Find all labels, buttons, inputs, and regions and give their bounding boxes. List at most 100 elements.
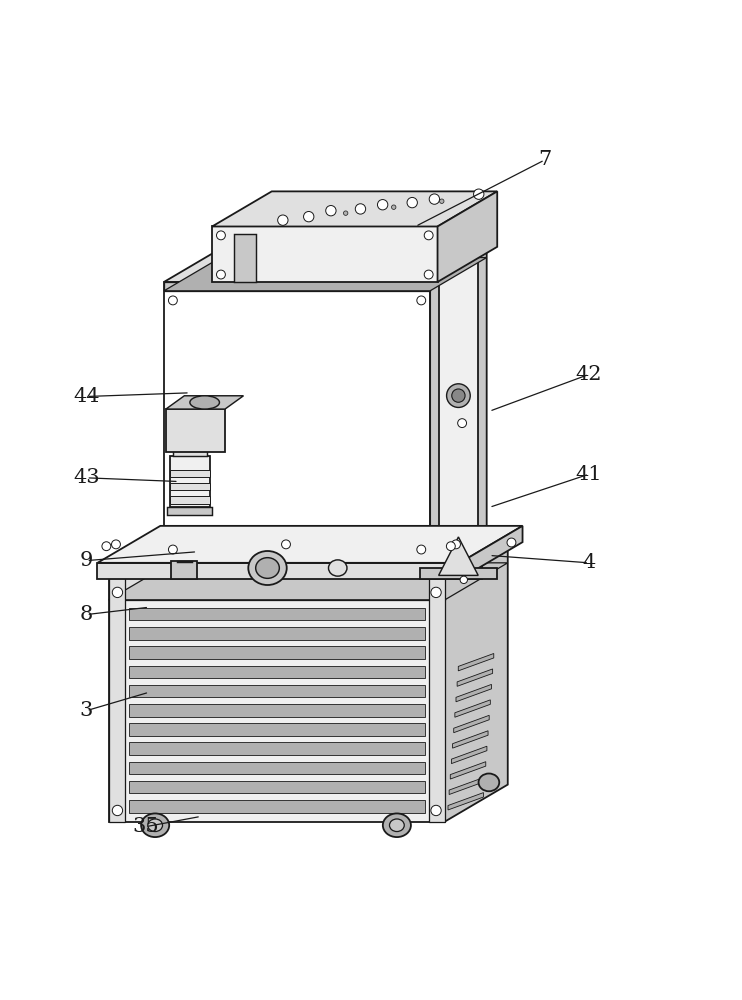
Polygon shape (108, 541, 508, 578)
Circle shape (458, 419, 467, 428)
Polygon shape (448, 793, 484, 810)
Ellipse shape (190, 396, 220, 409)
Polygon shape (455, 700, 490, 717)
Text: 43: 43 (73, 468, 99, 487)
Text: 4: 4 (582, 553, 596, 572)
Circle shape (217, 270, 226, 279)
Polygon shape (128, 704, 425, 717)
Polygon shape (128, 723, 425, 736)
Circle shape (168, 296, 177, 305)
Circle shape (424, 270, 433, 279)
Polygon shape (128, 627, 425, 640)
Polygon shape (445, 541, 508, 822)
Polygon shape (212, 226, 438, 282)
Ellipse shape (329, 560, 347, 576)
Ellipse shape (249, 551, 286, 585)
Polygon shape (429, 578, 445, 822)
Polygon shape (456, 684, 491, 702)
Circle shape (431, 587, 441, 598)
Text: 7: 7 (538, 150, 551, 169)
Ellipse shape (390, 819, 404, 832)
Circle shape (507, 538, 516, 547)
Polygon shape (453, 731, 488, 748)
Polygon shape (164, 249, 487, 282)
Ellipse shape (141, 813, 169, 837)
Text: 8: 8 (80, 605, 93, 624)
Polygon shape (212, 191, 497, 226)
Circle shape (447, 384, 470, 407)
Polygon shape (234, 234, 257, 282)
Polygon shape (128, 646, 425, 659)
Circle shape (417, 296, 426, 305)
Circle shape (102, 542, 111, 551)
Polygon shape (430, 249, 487, 564)
Polygon shape (128, 800, 425, 813)
Circle shape (281, 540, 290, 549)
Polygon shape (97, 563, 460, 579)
Text: 35: 35 (132, 817, 159, 836)
Polygon shape (435, 530, 482, 579)
Polygon shape (128, 781, 425, 793)
Circle shape (112, 587, 122, 598)
Circle shape (344, 211, 348, 215)
Polygon shape (171, 561, 197, 579)
Circle shape (378, 200, 388, 210)
Circle shape (355, 204, 366, 214)
Circle shape (278, 215, 288, 225)
Text: 9: 9 (79, 551, 93, 570)
Polygon shape (170, 456, 210, 507)
Circle shape (407, 197, 418, 208)
Polygon shape (164, 258, 487, 291)
Polygon shape (128, 666, 425, 678)
Polygon shape (457, 669, 493, 686)
Polygon shape (438, 191, 497, 282)
Polygon shape (108, 541, 508, 578)
Circle shape (447, 542, 456, 551)
Polygon shape (128, 608, 425, 620)
Polygon shape (449, 777, 485, 795)
Polygon shape (128, 685, 425, 697)
Polygon shape (166, 396, 243, 409)
Circle shape (303, 211, 314, 222)
Polygon shape (177, 561, 192, 562)
Polygon shape (108, 563, 508, 600)
Text: 44: 44 (73, 387, 99, 406)
Polygon shape (170, 483, 210, 490)
Ellipse shape (383, 813, 411, 837)
Polygon shape (170, 496, 210, 504)
Polygon shape (439, 537, 478, 575)
Polygon shape (439, 226, 478, 552)
Polygon shape (128, 762, 425, 774)
Text: 3: 3 (79, 701, 93, 720)
Circle shape (431, 805, 441, 816)
Polygon shape (166, 409, 225, 452)
Ellipse shape (256, 558, 279, 578)
Circle shape (217, 231, 226, 240)
Circle shape (326, 206, 336, 216)
Circle shape (460, 576, 467, 584)
Circle shape (168, 545, 177, 554)
Polygon shape (453, 715, 489, 733)
Polygon shape (164, 282, 430, 291)
Circle shape (452, 389, 465, 402)
Polygon shape (460, 526, 522, 579)
Polygon shape (459, 653, 493, 671)
Circle shape (452, 540, 461, 549)
Polygon shape (170, 470, 210, 477)
Circle shape (392, 205, 396, 209)
Polygon shape (451, 746, 487, 764)
Circle shape (424, 231, 433, 240)
Circle shape (112, 805, 122, 816)
Circle shape (429, 194, 439, 204)
Polygon shape (450, 762, 486, 779)
Circle shape (485, 781, 493, 788)
Text: 41: 41 (576, 465, 603, 484)
Circle shape (439, 199, 444, 203)
Circle shape (111, 540, 120, 549)
Polygon shape (108, 578, 445, 600)
Circle shape (473, 189, 484, 199)
Polygon shape (174, 416, 206, 456)
Ellipse shape (148, 819, 162, 832)
Text: 42: 42 (576, 365, 603, 384)
Polygon shape (128, 742, 425, 755)
